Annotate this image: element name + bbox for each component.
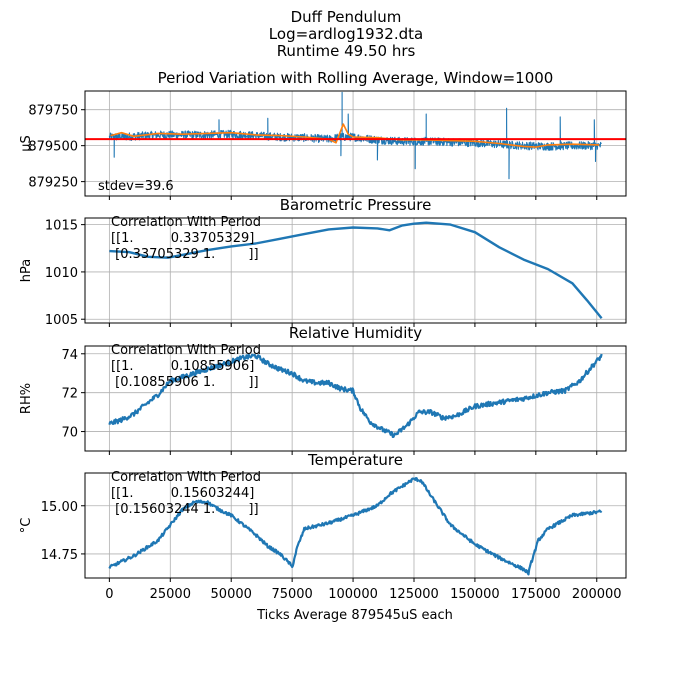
plot-frame-2: [84, 217, 627, 324]
correlation-annotation-2-2: [0.33705329 1. ]]: [111, 247, 259, 262]
chart-title-3: Relative Humidity: [289, 324, 422, 342]
y-tick-label-1-2: 879750: [28, 104, 78, 119]
chart-panel-2: Barometric Pressure hPa 1005 1010 1015 Correl…: [19, 196, 627, 328]
figure-title-line-3: Runtime 49.50 hrs: [277, 42, 416, 60]
correlation-annotation-3-2: [0.10855906 1. ]]: [111, 375, 259, 390]
y-tick-label-2-2: 1015: [45, 219, 78, 234]
correlation-annotation-4-2: [0.15603244 1. ]]: [111, 502, 259, 517]
correlation-annotation-2-0: Correlation With Period: [111, 215, 261, 230]
plot-area-4: [108, 477, 603, 576]
x-tick-label-7: 175000: [511, 587, 561, 602]
figure-title-line-2: Log=ardlog1932.dta: [269, 25, 423, 43]
correlation-annotation-3-0: Correlation With Period: [111, 343, 261, 358]
y-axis-label-2: hPa: [19, 259, 34, 282]
y-tick-label-4-0: 14.75: [41, 548, 78, 563]
y-tick-label-1-0: 879250: [28, 176, 78, 191]
series-line-1-2: [110, 123, 600, 148]
chart-title-4: Temperature: [307, 451, 403, 469]
correlation-annotation-2-1: [[1. 0.33705329]: [111, 231, 254, 246]
series-line-4-1: [108, 477, 603, 576]
plot-area-3: [108, 353, 603, 438]
y-tick-label-3-0: 70: [61, 426, 78, 441]
series-line-1-1: [108, 91, 602, 180]
x-tick-label-2: 50000: [211, 587, 252, 602]
x-axis-label: Ticks Average 879545uS each: [256, 608, 453, 623]
x-tick-label-0: 0: [105, 587, 113, 602]
x-tick-label-1: 25000: [150, 587, 191, 602]
chart-panel-4: Temperature °C 0 25000 50000 75000 100000 12500…: [19, 451, 627, 602]
y-axis-label-3: RH%: [19, 383, 34, 414]
plot-area-2: [109, 221, 603, 320]
y-axis-label-1: µS: [19, 135, 34, 152]
series-line-3-1: [108, 353, 603, 438]
plot-frame-3: [84, 345, 627, 452]
plot-area-1: [108, 91, 602, 180]
y-tick-label-2-0: 1005: [45, 313, 78, 328]
figure-title-line-1: Duff Pendulum: [291, 8, 402, 26]
y-tick-label-2-1: 1010: [45, 266, 78, 281]
y-tick-label-3-1: 72: [61, 387, 78, 402]
plot-frame-1: [84, 90, 627, 197]
chart-title-2: Barometric Pressure: [280, 196, 432, 214]
correlation-annotation-4-1: [[1. 0.15603244]: [111, 486, 254, 501]
chart-panel-1: Period Variation with Rolling Average, W…: [19, 69, 627, 200]
chart-panel-3: Relative Humidity RH% 70 72 74 Correlation Wi…: [19, 324, 627, 455]
correlation-annotation-3-1: [[1. 0.10855906]: [111, 359, 254, 374]
y-axis-label-4: °C: [19, 518, 34, 534]
y-tick-label-3-2: 74: [61, 348, 78, 363]
stdev-annotation: stdev=39.6: [98, 179, 174, 194]
x-tick-label-5: 125000: [389, 587, 439, 602]
y-tick-label-1-1: 879500: [28, 140, 78, 155]
x-tick-label-8: 200000: [572, 587, 622, 602]
x-tick-label-4: 100000: [328, 587, 378, 602]
x-tick-label-3: 75000: [271, 587, 312, 602]
y-tick-label-4-1: 15.00: [41, 500, 78, 515]
plot-frame-4: [84, 472, 627, 579]
x-tick-label-6: 150000: [450, 587, 500, 602]
correlation-annotation-4-0: Correlation With Period: [111, 470, 261, 485]
series-line-2-1: [109, 221, 603, 320]
chart-title-1: Period Variation with Rolling Average, W…: [158, 69, 554, 87]
